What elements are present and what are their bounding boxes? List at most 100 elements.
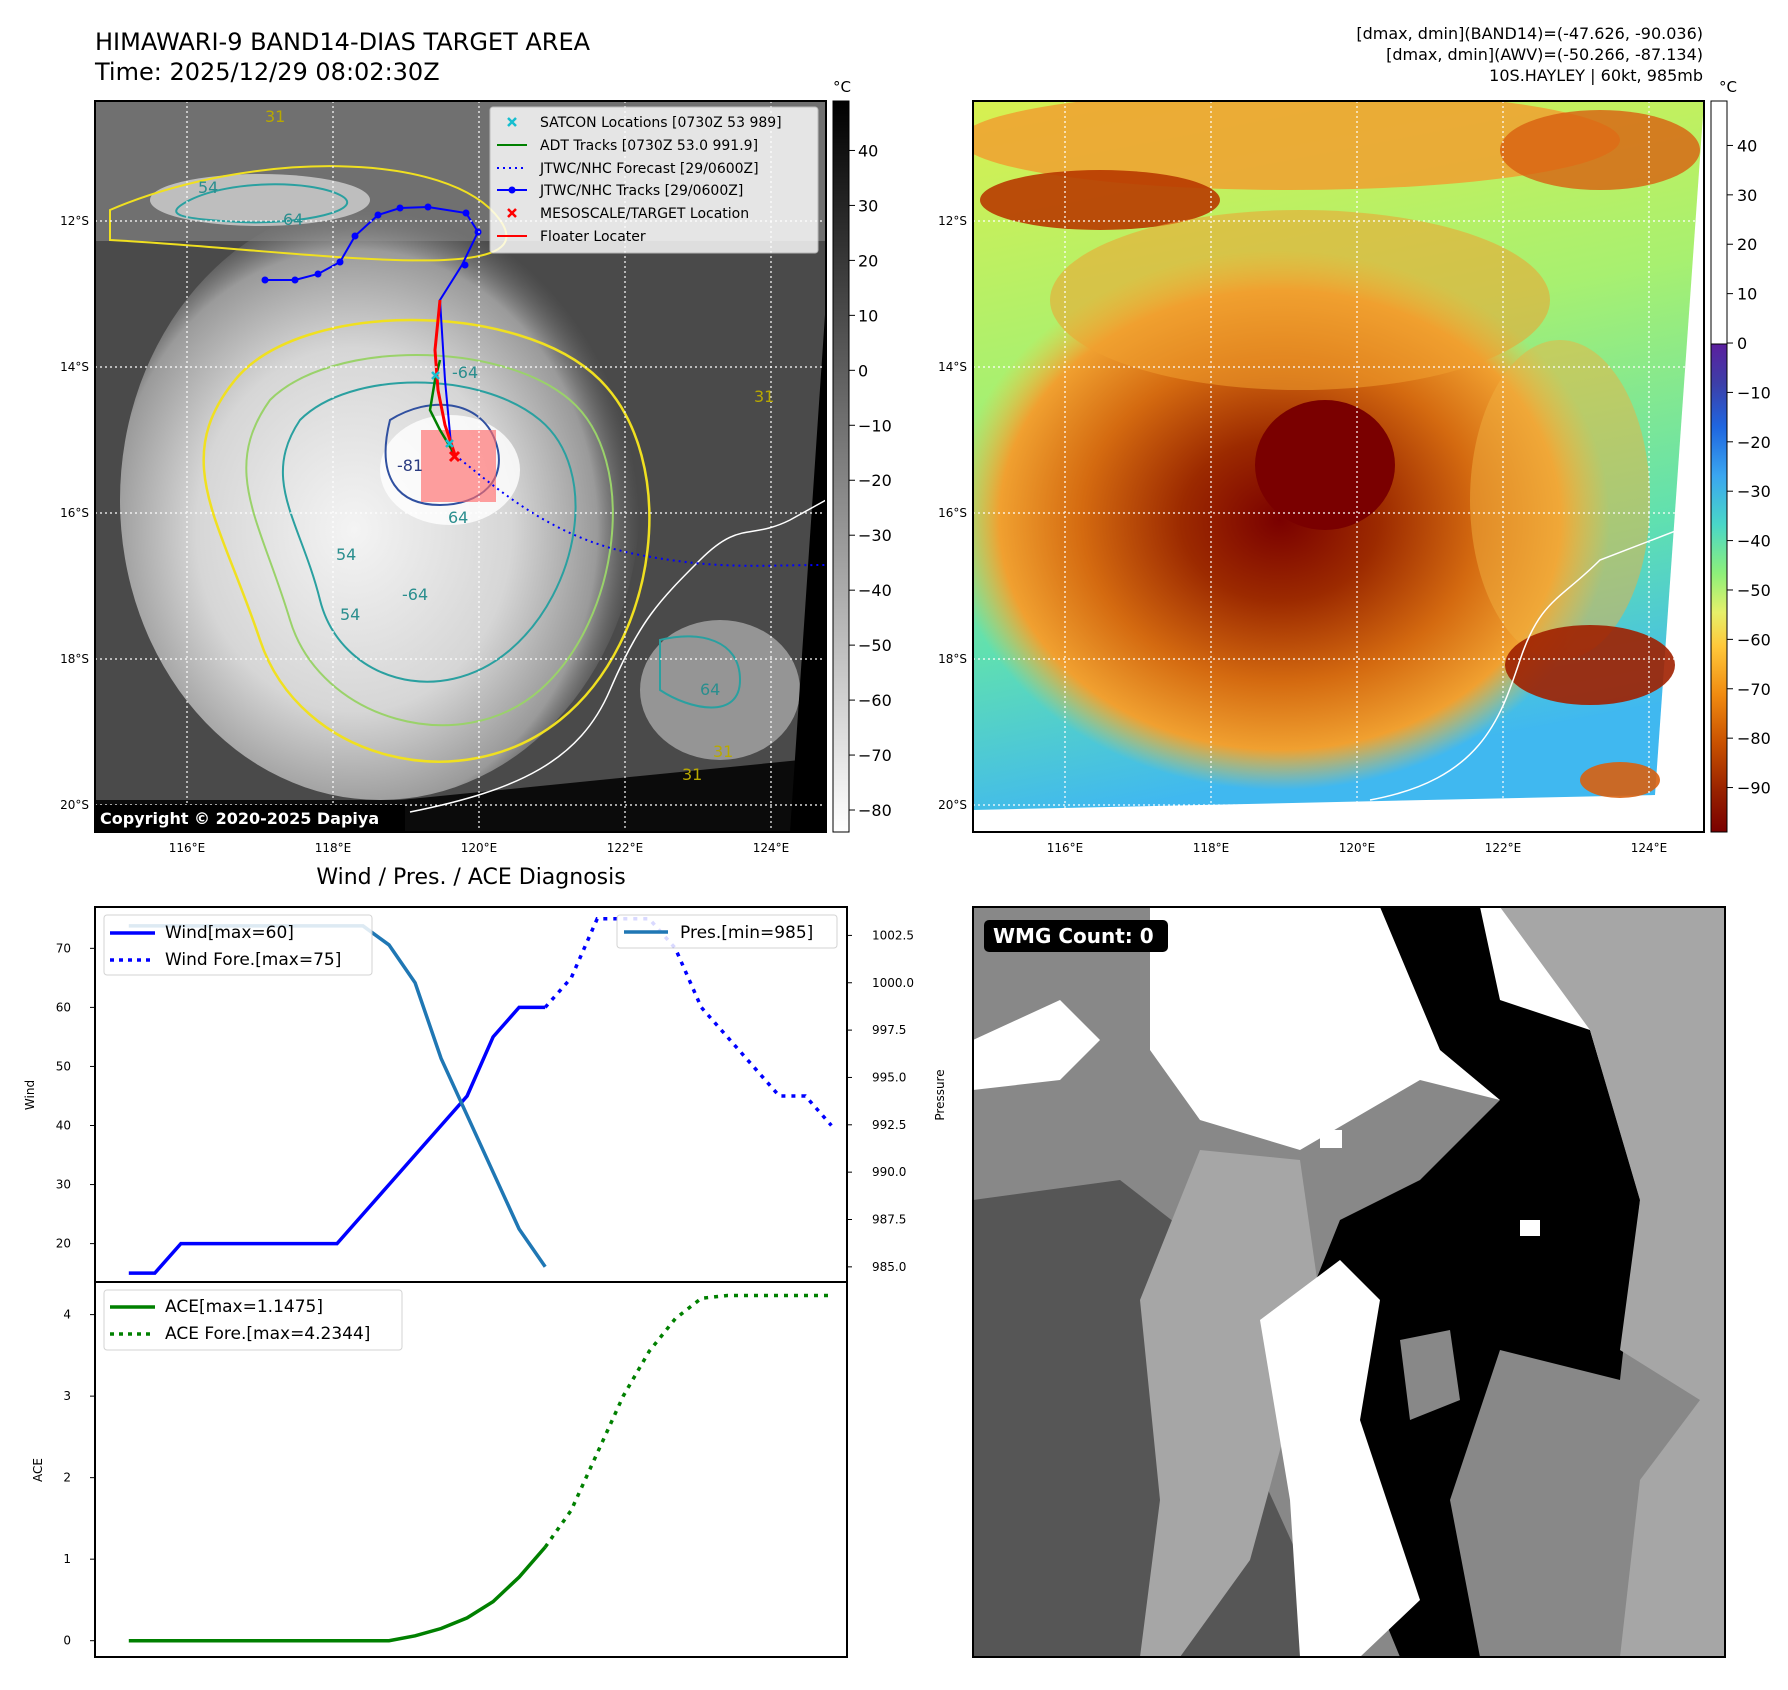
ir-colorbar-tick-label: 40 [858, 141, 878, 160]
awv-frame [972, 100, 1705, 833]
pressure-ytick-label: 1000.0 [872, 976, 914, 990]
contour-label: 54 [198, 178, 218, 197]
awv-colorbar-tick-label: −70 [1737, 680, 1771, 699]
awv-colorbar-tick-label: 20 [1737, 235, 1757, 254]
lon-label: 122°E [1485, 841, 1522, 855]
awv-colorbar-tick-label: −90 [1737, 779, 1771, 798]
series-line-1 [543, 917, 833, 1127]
ace-ytick-label: 4 [63, 1308, 71, 1322]
lon-label: 122°E [607, 841, 644, 855]
contour-label: 31 [713, 742, 733, 761]
awv-colorbar-tick-label: 0 [1737, 334, 1747, 353]
lat-label: 12°S [938, 214, 967, 228]
satcon-markers [431, 371, 454, 448]
ir-colorbar-tick-label: −40 [858, 581, 892, 600]
ace-ytick-label: 1 [63, 1552, 71, 1566]
awv-colorbar: °C 40 30 20 10 0 −10 −20 −30 −40 −50 −60 −70 −80 −90 [1710, 78, 1771, 833]
awv-colorbar-tick-label: 10 [1737, 285, 1757, 304]
contour-label: 54 [340, 605, 360, 624]
ir-colorbar-tick-label: −60 [858, 691, 892, 710]
contour-label: -81 [397, 456, 423, 475]
wind-ytick-label: 70 [56, 941, 71, 955]
lat-label: 20°S [60, 798, 89, 812]
pressure-ytick-label: 1002.5 [872, 928, 914, 942]
lon-label: 118°E [1193, 841, 1230, 855]
series-line-0 [128, 1005, 546, 1275]
ace-legend: ACE[max=1.1475] ACE Fore.[max=4.2344] [103, 1289, 403, 1351]
awv-colorbar-tick-label: −80 [1737, 729, 1771, 748]
legend-adt: ADT Tracks [0730Z 53.0 991.9] [540, 138, 758, 154]
ir-colorbar-tick-label: −70 [858, 746, 892, 765]
ir-colorbar-tick-label: 20 [858, 251, 878, 270]
awv-colorbar-tick-label: −60 [1737, 630, 1771, 649]
awv-colorbar-tick-label: −20 [1737, 433, 1771, 452]
jtwc-track [265, 205, 480, 456]
ace-panel: ACE 0 1 2 3 4 ACE[max=1.1475] ACE Fore.[max=… [31, 1281, 848, 1658]
awv-colorbar-tick-label: −40 [1737, 532, 1771, 551]
wind-ytick-label: 60 [56, 1000, 71, 1014]
wind-pres-panel: Wind / Pres. / ACE Diagnosis Wind Pressu… [23, 865, 947, 1283]
ir-colorbar-tick-label: −20 [858, 471, 892, 490]
awv-colorbar-tick-label: −30 [1737, 482, 1771, 501]
contour-label: -64 [402, 585, 428, 604]
copyright: Copyright © 2020-2025 Dapiya [100, 809, 379, 828]
pressure-ytick-label: 997.5 [872, 1023, 906, 1037]
ir-colorbar-tick-label: −30 [858, 526, 892, 545]
contour-label: 64 [283, 210, 303, 229]
contour-label: 54 [336, 545, 356, 564]
contour-label: -64 [452, 363, 478, 382]
figure-title: HIMAWARI-9 BAND14-DIAS TARGET AREA [95, 28, 591, 56]
ace-ytick-label: 3 [63, 1389, 71, 1403]
awv-colorbar-tick-label: 30 [1737, 186, 1757, 205]
awv-colorbar-tick-label: −10 [1737, 383, 1771, 402]
lat-label: 12°S [60, 214, 89, 228]
lat-label: 14°S [60, 360, 89, 374]
wind-axis-label: Wind [23, 1080, 37, 1110]
ace-series-line-0 [128, 1545, 547, 1643]
info-band14-range: [dmax, dmin](BAND14)=(-47.626, -90.036) [1356, 24, 1703, 43]
target-box [421, 430, 496, 502]
lat-label: 18°S [938, 652, 967, 666]
ir-colorbar-tick-label: −10 [858, 416, 892, 435]
lat-label: 16°S [60, 506, 89, 520]
lon-label: 116°E [169, 841, 206, 855]
ace-axis-label: ACE [31, 1458, 45, 1482]
lon-label: 124°E [753, 841, 790, 855]
diagnosis-title: Wind / Pres. / ACE Diagnosis [316, 865, 625, 890]
figure-time: Time: 2025/12/29 08:02:30Z [94, 58, 440, 86]
pressure-ytick-label: 995.0 [872, 1070, 906, 1084]
pressure-ytick-label: 992.5 [872, 1118, 906, 1132]
pressure-ytick-label: 985.0 [872, 1260, 906, 1274]
lat-label: 18°S [60, 652, 89, 666]
wind-ytick-label: 20 [56, 1237, 71, 1251]
contour-label: 31 [682, 765, 702, 784]
ir-colorbar: °C 40 30 20 10 0 −10 −20 −30 −40 −50 −60 −70 −80 [832, 78, 892, 833]
legend-ace-forecast: ACE Fore.[max=4.2344] [165, 1324, 370, 1344]
wmg-panel: WMG Count: 0 [972, 906, 1726, 1658]
target-marker [448, 450, 461, 463]
legend-jtwc-forecast: JTWC/NHC Forecast [29/0600Z] [539, 161, 759, 177]
wind-ytick-label: 40 [56, 1119, 71, 1133]
lon-label: 116°E [1047, 841, 1084, 855]
awv-colorbar-tick-label: 40 [1737, 136, 1757, 155]
contour-label: 31 [754, 387, 774, 406]
lon-label: 118°E [315, 841, 352, 855]
legend-wind-forecast: Wind Fore.[max=75] [165, 950, 341, 970]
legend-jtwc-tracks: JTWC/NHC Tracks [29/0600Z] [539, 183, 743, 199]
pressure-axis-label: Pressure [933, 1069, 947, 1120]
lon-label: 120°E [1339, 841, 1376, 855]
legend-satcon: SATCON Locations [0730Z 53 989] [540, 115, 782, 131]
wmg-count: WMG Count: 0 [993, 924, 1154, 948]
legend-wind: Wind[max=60] [165, 923, 294, 943]
wmg-image [973, 907, 1725, 1657]
ir-colorbar-tick-label: −80 [858, 801, 892, 820]
wind-ytick-label: 50 [56, 1059, 71, 1073]
pressure-ytick-label: 987.5 [872, 1213, 906, 1227]
lon-label: 124°E [1631, 841, 1668, 855]
awv-panel: 12°S 14°S 16°S 18°S 20°S 116°E 118°E 120… [938, 78, 1771, 855]
awv-colorbar-tick-label: −50 [1737, 581, 1771, 600]
lon-label: 120°E [461, 841, 498, 855]
lat-label: 20°S [938, 798, 967, 812]
ir-colorbar-tick-label: 0 [858, 361, 868, 380]
